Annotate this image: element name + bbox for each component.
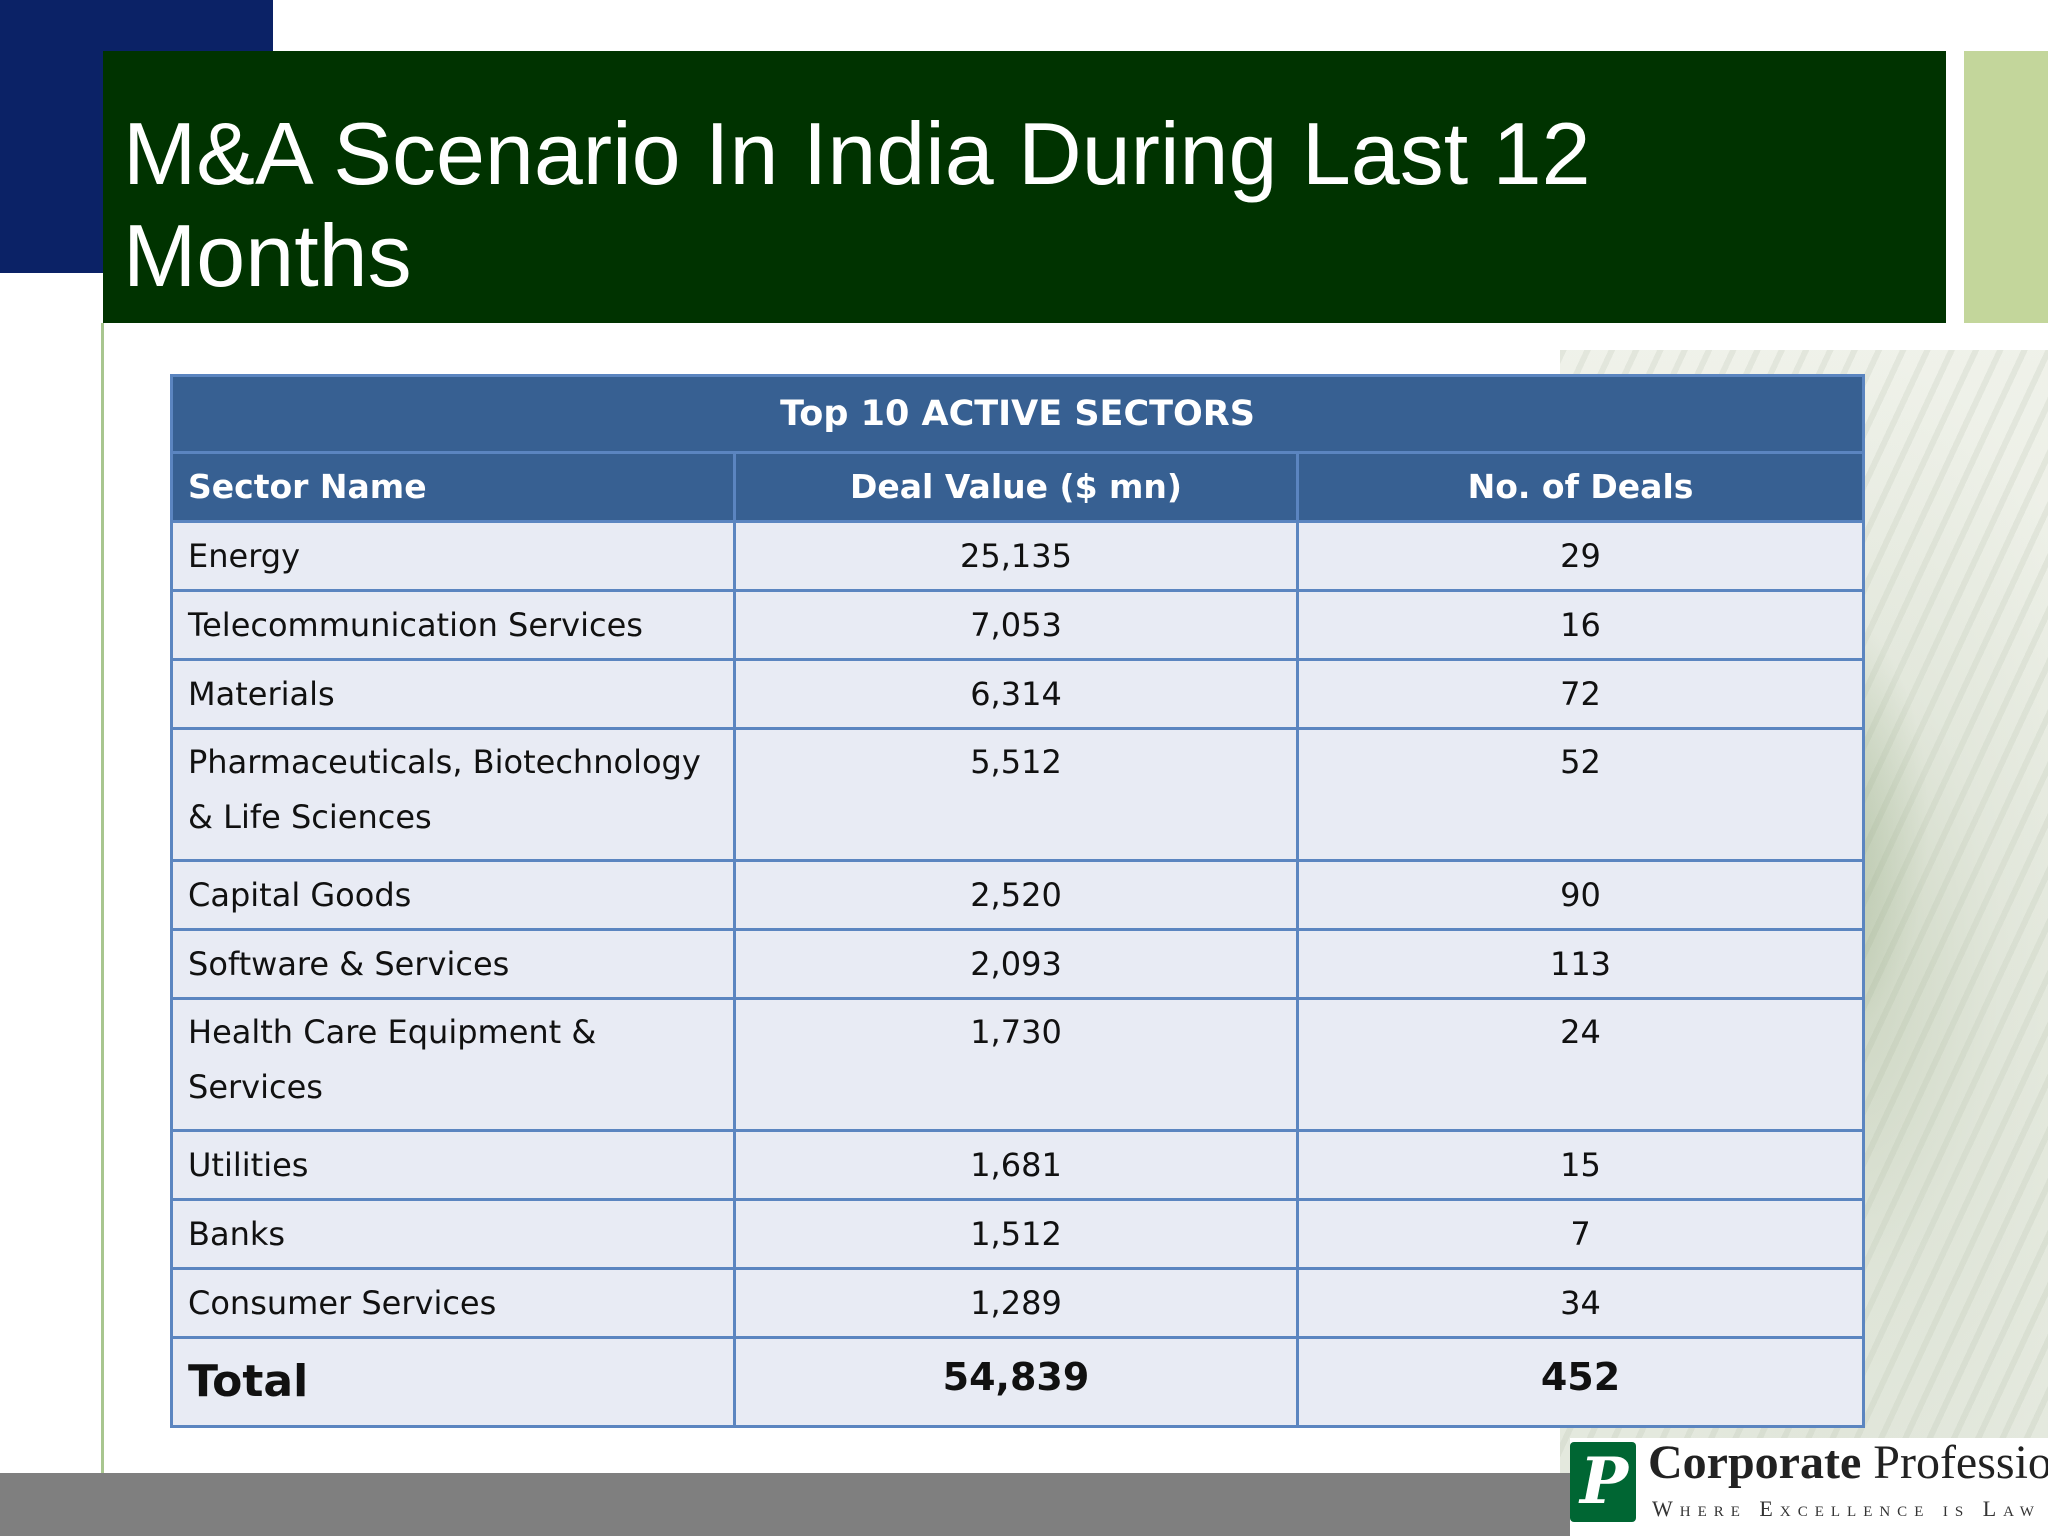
deal-count: 113 bbox=[1296, 928, 1865, 1000]
deal-value: 25,135 bbox=[733, 520, 1299, 592]
deal-count: 90 bbox=[1296, 859, 1865, 931]
sector-name: Telecommunication Services bbox=[170, 589, 736, 661]
logo-wordmark: Corporate Professionals bbox=[1648, 1438, 2048, 1488]
header-sector-name: Sector Name bbox=[170, 451, 736, 523]
header-deal-value: Deal Value ($ mn) bbox=[733, 451, 1299, 523]
sector-name: Consumer Services bbox=[170, 1267, 736, 1339]
table-total-row: Total 54,839 452 bbox=[170, 1336, 1865, 1428]
deal-value: 1,512 bbox=[733, 1198, 1299, 1270]
sectors-table: Top 10 ACTIVE SECTORS Sector Name Deal V… bbox=[170, 374, 1865, 1428]
deal-count: 15 bbox=[1296, 1129, 1865, 1201]
logo-p-icon: P bbox=[1570, 1442, 1636, 1522]
company-logo: P Corporate Professionals Where Excellen… bbox=[1570, 1438, 2048, 1536]
sector-name: Banks bbox=[170, 1198, 736, 1270]
total-deal-value: 54,839 bbox=[733, 1336, 1299, 1428]
table-caption: Top 10 ACTIVE SECTORS bbox=[170, 374, 1865, 454]
total-deal-count: 452 bbox=[1296, 1336, 1865, 1428]
sector-name: Pharmaceuticals, Biotechnology & Life Sc… bbox=[170, 727, 736, 862]
table-row: Pharmaceuticals, Biotechnology & Life Sc… bbox=[170, 727, 1865, 862]
deal-count: 29 bbox=[1296, 520, 1865, 592]
logo-name-bold: Corporate bbox=[1648, 1436, 1862, 1489]
sector-name: Energy bbox=[170, 520, 736, 592]
deal-count: 52 bbox=[1296, 727, 1865, 862]
logo-name-regular: Professionals bbox=[1873, 1436, 2048, 1489]
logo-tagline: Where Excellence is Law bbox=[1652, 1496, 2041, 1521]
deal-value: 1,681 bbox=[733, 1129, 1299, 1201]
accent-bar bbox=[1964, 51, 2048, 323]
title-band: M&A Scenario In India During Last 12 Mon… bbox=[103, 51, 1946, 323]
sector-name: Capital Goods bbox=[170, 859, 736, 931]
logo-mark-letter: P bbox=[1580, 1444, 1629, 1519]
header-no-of-deals: No. of Deals bbox=[1296, 451, 1865, 523]
table-row: Banks 1,512 7 bbox=[170, 1198, 1865, 1270]
total-label: Total bbox=[170, 1336, 736, 1428]
deal-value: 1,730 bbox=[733, 997, 1299, 1132]
deal-value: 7,053 bbox=[733, 589, 1299, 661]
sector-name: Utilities bbox=[170, 1129, 736, 1201]
sector-name: Health Care Equipment & Services bbox=[170, 997, 736, 1132]
table-header-row: Sector Name Deal Value ($ mn) No. of Dea… bbox=[170, 451, 1865, 523]
table-row: Capital Goods 2,520 90 bbox=[170, 859, 1865, 931]
deal-value: 6,314 bbox=[733, 658, 1299, 730]
table-row: Materials 6,314 72 bbox=[170, 658, 1865, 730]
deal-count: 7 bbox=[1296, 1198, 1865, 1270]
slide-title: M&A Scenario In India During Last 12 Mon… bbox=[123, 104, 1591, 305]
sector-name: Materials bbox=[170, 658, 736, 730]
table-caption-row: Top 10 ACTIVE SECTORS bbox=[170, 374, 1865, 454]
table-row: Software & Services 2,093 113 bbox=[170, 928, 1865, 1000]
deal-count: 24 bbox=[1296, 997, 1865, 1132]
deal-count: 34 bbox=[1296, 1267, 1865, 1339]
table-row: Telecommunication Services 7,053 16 bbox=[170, 589, 1865, 661]
table-row: Utilities 1,681 15 bbox=[170, 1129, 1865, 1201]
deal-value: 2,093 bbox=[733, 928, 1299, 1000]
deal-count: 16 bbox=[1296, 589, 1865, 661]
sector-name: Software & Services bbox=[170, 928, 736, 1000]
table-row: Health Care Equipment & Services 1,730 2… bbox=[170, 997, 1865, 1132]
table-row: Energy 25,135 29 bbox=[170, 520, 1865, 592]
deal-value: 2,520 bbox=[733, 859, 1299, 931]
deal-value: 5,512 bbox=[733, 727, 1299, 862]
left-rule bbox=[101, 323, 104, 1473]
deal-count: 72 bbox=[1296, 658, 1865, 730]
table-row: Consumer Services 1,289 34 bbox=[170, 1267, 1865, 1339]
deal-value: 1,289 bbox=[733, 1267, 1299, 1339]
